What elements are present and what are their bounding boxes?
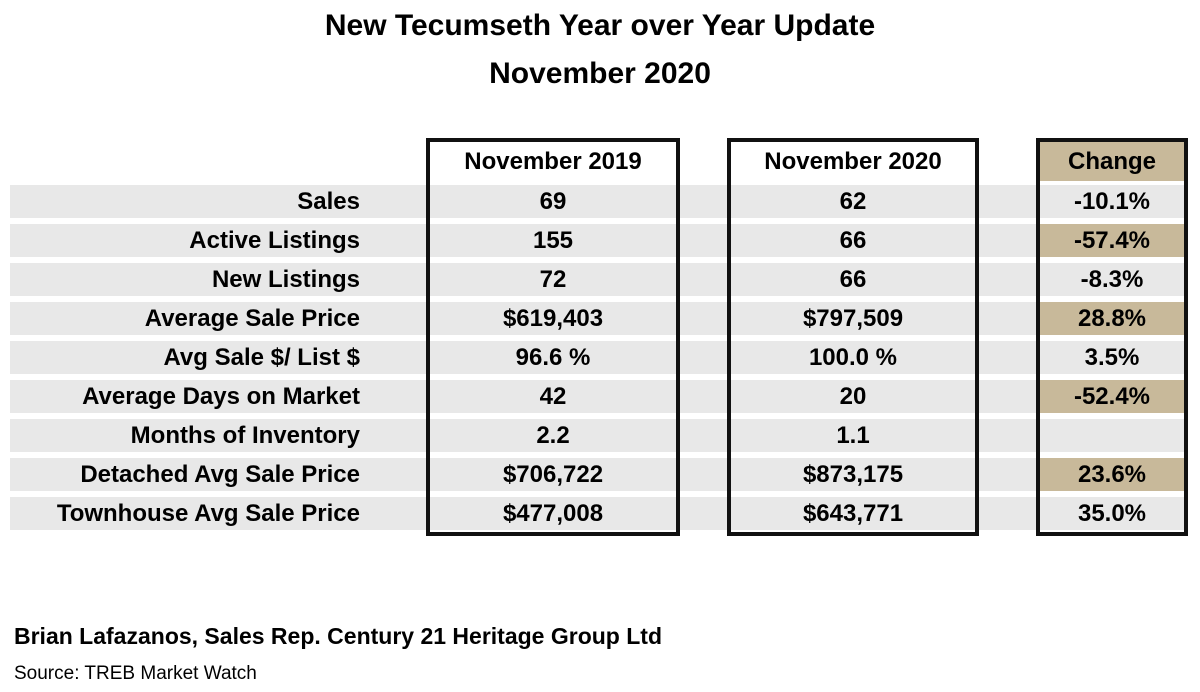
change-highlight bbox=[1040, 458, 1184, 491]
row-band bbox=[10, 302, 1188, 335]
cell-2020: 100.0 % bbox=[808, 344, 898, 371]
cell-change: 3.5% bbox=[1084, 344, 1140, 371]
row-label-active-listings: Active Listings bbox=[189, 227, 360, 254]
row-band bbox=[10, 263, 1188, 296]
cell-2019: 155 bbox=[532, 227, 574, 254]
column-box-change bbox=[1036, 138, 1188, 536]
cell-change: 23.6% bbox=[1077, 461, 1147, 488]
row-label-townhouse-avg-sale-price: Townhouse Avg Sale Price bbox=[56, 500, 360, 527]
cell-2020: 62 bbox=[839, 188, 867, 215]
change-highlight bbox=[1040, 380, 1184, 413]
source-note: Source: TREB Market Watch bbox=[14, 663, 257, 684]
row-band bbox=[10, 458, 1188, 491]
header-november-2019: November 2019 bbox=[464, 148, 642, 175]
row-label-detached-avg-sale-price: Detached Avg Sale Price bbox=[80, 461, 360, 488]
cell-2019: 42 bbox=[539, 383, 567, 410]
header-november-2020: November 2020 bbox=[764, 148, 942, 175]
cell-2020: 1.1 bbox=[836, 422, 870, 449]
cell-2019: 69 bbox=[539, 188, 567, 215]
cell-change: -10.1% bbox=[1073, 188, 1151, 215]
page-subtitle: November 2020 bbox=[489, 57, 711, 90]
cell-2020: $797,509 bbox=[802, 305, 904, 332]
row-label-months-of-inventory: Months of Inventory bbox=[130, 422, 360, 449]
cell-change: -8.3% bbox=[1080, 266, 1144, 293]
page-title: New Tecumseth Year over Year Update bbox=[324, 9, 876, 42]
cell-change: -52.4% bbox=[1073, 383, 1151, 410]
row-label-new-listings: New Listings bbox=[211, 266, 360, 293]
cell-2019: 96.6 % bbox=[515, 344, 591, 371]
row-band bbox=[10, 419, 1188, 452]
column-box-2019 bbox=[426, 138, 680, 536]
cell-2020: 66 bbox=[839, 266, 867, 293]
cell-change: 35.0% bbox=[1077, 500, 1147, 527]
cell-2020: 66 bbox=[839, 227, 867, 254]
row-band bbox=[10, 224, 1188, 257]
header-change: Change bbox=[1040, 142, 1184, 181]
row-band bbox=[10, 185, 1188, 218]
cell-change: 28.8% bbox=[1077, 305, 1147, 332]
row-label-avg-sale-list: Avg Sale $/ List $ bbox=[163, 344, 360, 371]
cell-2019: $706,722 bbox=[502, 461, 604, 488]
change-highlight bbox=[1040, 224, 1184, 257]
change-highlight bbox=[1040, 302, 1184, 335]
row-band bbox=[10, 497, 1188, 530]
cell-2020: $873,175 bbox=[802, 461, 904, 488]
row-band bbox=[10, 341, 1188, 374]
cell-2019: 2.2 bbox=[536, 422, 570, 449]
author-credit: Brian Lafazanos, Sales Rep. Century 21 H… bbox=[14, 623, 662, 649]
row-label-sales: Sales bbox=[297, 188, 360, 215]
cell-2019: $619,403 bbox=[502, 305, 604, 332]
row-band bbox=[10, 380, 1188, 413]
cell-2020: $643,771 bbox=[802, 500, 904, 527]
cell-2019: 72 bbox=[539, 266, 567, 293]
column-box-2020 bbox=[727, 138, 979, 536]
cell-change: -57.4% bbox=[1073, 227, 1151, 254]
row-label-average-sale-price: Average Sale Price bbox=[144, 305, 360, 332]
cell-2019: $477,008 bbox=[502, 500, 604, 527]
row-label-average-days-on-market: Average Days on Market bbox=[82, 383, 360, 410]
cell-2020: 20 bbox=[839, 383, 867, 410]
